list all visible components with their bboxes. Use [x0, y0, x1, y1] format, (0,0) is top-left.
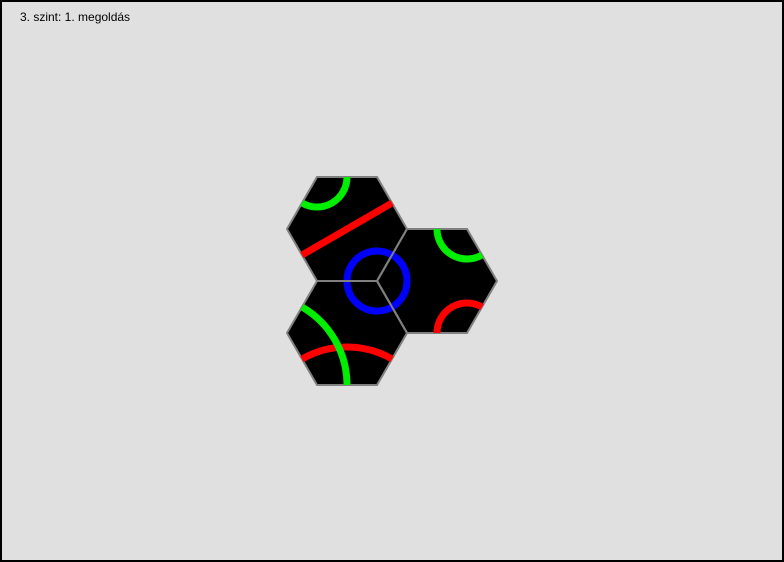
hex-tile-bottom[interactable] [285, 280, 409, 386]
level-status-text: 3. szint: 1. megoldás [20, 10, 131, 24]
green-arc-bottom-tile [300, 303, 351, 386]
red-line-top-tile [300, 199, 394, 259]
green-arc-top-tile [300, 176, 351, 211]
red-arc-bottom-tile [300, 343, 394, 363]
hex-tile-top[interactable] [285, 176, 409, 282]
red-arc-right-tile [433, 299, 484, 334]
tile-seams [317, 228, 408, 334]
green-arc-right-tile [433, 228, 484, 263]
